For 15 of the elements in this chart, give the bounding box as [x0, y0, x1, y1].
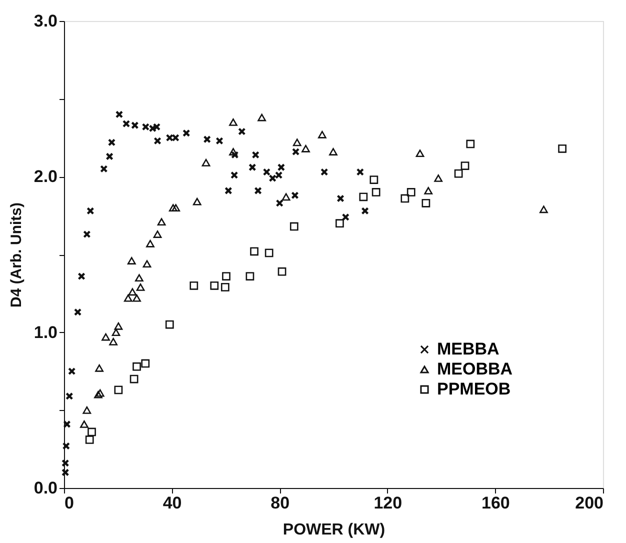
x-tick-label: 120 [374, 494, 402, 512]
x-tick-label: 0 [64, 494, 74, 512]
y-tick-label: 1.0 [34, 322, 58, 342]
x-tick-label: 80 [270, 494, 290, 512]
x-axis-title: POWER (KW) [282, 522, 386, 538]
x-tick-label: 160 [482, 494, 510, 512]
y-axis-title: D4 (Arb. Units) [8, 202, 25, 308]
y-tick-label: 3.0 [34, 12, 58, 30]
y-tick-label: 2.0 [34, 167, 58, 186]
legend-label: MEBBA [437, 340, 500, 358]
legend-label: MEOBBA [437, 360, 513, 378]
x-tick-label: 40 [162, 494, 182, 512]
y-tick-label: 0.0 [34, 478, 58, 498]
legend-label: PPMEOB [437, 380, 511, 398]
x-tick-label: 200 [575, 494, 604, 512]
